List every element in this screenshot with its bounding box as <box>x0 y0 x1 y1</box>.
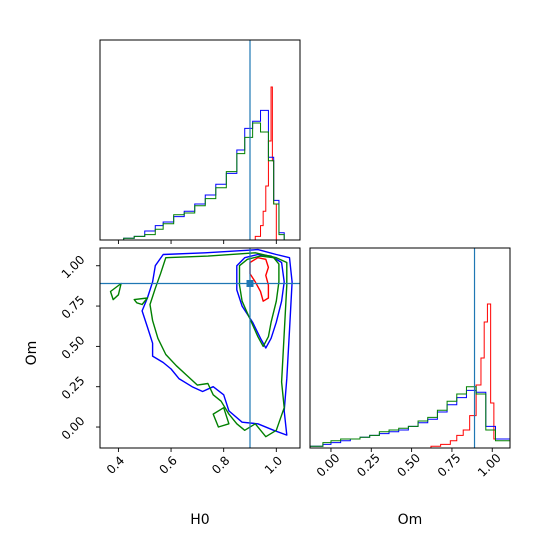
contour-red-0 <box>249 257 270 302</box>
joint-ytick-label: 0.50 <box>59 333 88 362</box>
om-hist-xtick-label: 0.00 <box>314 451 343 480</box>
joint-ytick-label: 0.75 <box>59 293 88 322</box>
contour-green-7 <box>212 407 230 428</box>
om-hist-xtick-label: 0.25 <box>354 451 383 480</box>
om-hist-panel <box>310 248 510 448</box>
om-hist-xtick-label: 0.50 <box>394 451 423 480</box>
joint-ytick-label: 0.00 <box>59 414 88 443</box>
contour-green-6 <box>133 297 149 306</box>
x-axis-label-om: Om <box>398 512 423 528</box>
joint-xtick-label: 1.0 <box>262 453 285 476</box>
contour-blue-3 <box>141 248 293 436</box>
joint-ytick-label: 1.00 <box>59 253 88 282</box>
joint-xtick-label: 0.8 <box>209 453 232 476</box>
h0-hist-green-series <box>107 122 290 240</box>
joint-ytick-label: 0.25 <box>59 373 88 402</box>
om-hist-xtick-label: 0.75 <box>435 451 464 480</box>
joint-panel <box>100 248 300 448</box>
joint-xtick-label: 0.4 <box>104 453 127 476</box>
om-hist-frame <box>309 247 511 449</box>
x-axis-label-h0: H0 <box>190 512 209 528</box>
om-hist-xtick-label: 1.00 <box>475 451 504 480</box>
joint-frame <box>99 247 301 449</box>
h0-hist-panel <box>100 40 300 240</box>
om-hist-green-series <box>310 386 510 448</box>
y-axis-label-om: Om <box>24 341 40 366</box>
contour-green-5 <box>109 282 122 301</box>
contour-green-4 <box>149 252 288 438</box>
truth-marker <box>246 279 254 287</box>
h0-hist-frame <box>99 39 301 241</box>
contour-green-2 <box>238 255 280 348</box>
joint-xtick-label: 0.6 <box>157 453 180 476</box>
om-hist-red-series <box>430 303 510 448</box>
